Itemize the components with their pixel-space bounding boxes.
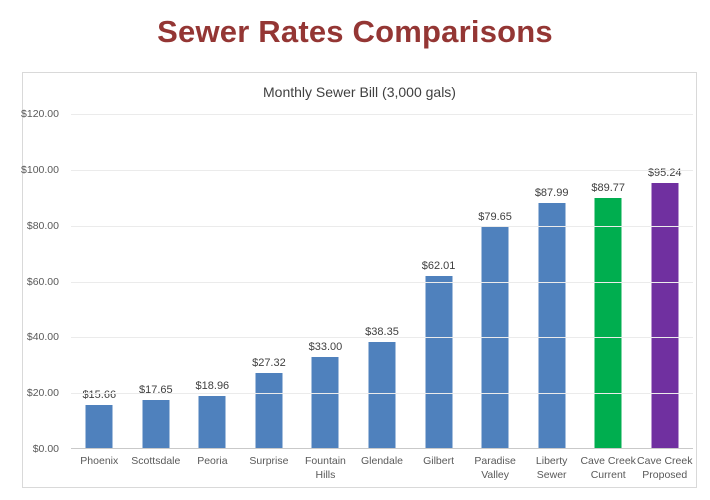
x-tick-label: Surprise — [249, 455, 289, 467]
value-label: $62.01 — [421, 259, 456, 272]
y-tick-label: $20.00 — [26, 387, 59, 400]
y-tick-label: $80.00 — [26, 219, 59, 232]
gridline — [71, 337, 693, 339]
bar-surprise — [255, 372, 283, 449]
bar-scottsdale — [142, 399, 170, 449]
x-tick-label: Gilbert — [423, 455, 455, 467]
x-tick-label: Fountain Hills — [305, 455, 346, 481]
y-tick-label: $60.00 — [26, 275, 59, 288]
chart-panel: Monthly Sewer Bill (3,000 gals) $0.00 $20… — [21, 72, 697, 488]
value-label: $17.65 — [138, 383, 173, 396]
bar-phoenix — [85, 405, 113, 449]
value-label: $79.65 — [478, 210, 512, 223]
bar-column: $38.35 — [354, 114, 411, 449]
y-tick-label: $100.00 — [21, 163, 59, 176]
x-tick-label: Cave Creek Proposed — [637, 455, 693, 481]
gridline — [71, 169, 693, 171]
value-label: $27.32 — [252, 356, 286, 369]
value-label: $38.35 — [365, 325, 399, 338]
y-tick-label: $120.00 — [21, 108, 59, 120]
bar-column: $33.00 — [297, 114, 354, 449]
x-tick-label: Glendale — [360, 455, 404, 467]
value-label: $15.66 — [82, 389, 117, 402]
plot-area: $15.66 $17.65 $18.96 $27.32 $33.00 $38.35 $62.… — [71, 114, 693, 449]
value-label: $33.00 — [308, 340, 343, 353]
bar-cave-creek-current — [594, 198, 622, 449]
bar-liberty-sewer — [538, 203, 566, 449]
y-axis: $0.00 $20.00 $40.00 $60.00 $80.00 $100.00 $120… — [21, 108, 65, 455]
value-label: $87.99 — [534, 187, 569, 200]
bar-column: $87.99 — [523, 114, 580, 449]
y-tick-label: $0.00 — [32, 443, 59, 455]
bar-column: $62.01 — [410, 114, 467, 449]
y-tick-label: $40.00 — [26, 331, 59, 344]
bar-fountain-hills — [311, 356, 339, 449]
x-tick-label: Peoria — [197, 455, 228, 467]
bar-glendale — [368, 341, 396, 449]
bar-column: $17.65 — [128, 114, 185, 449]
gridline — [71, 114, 693, 115]
x-tick-label: Liberty Sewer — [535, 455, 568, 481]
bar-column: $27.32 — [241, 114, 298, 449]
chart-title: Monthly Sewer Bill (3,000 gals) — [263, 84, 456, 100]
page-title: Sewer Rates Comparisons — [157, 14, 553, 49]
bar-peoria — [198, 396, 226, 449]
bar-column: $18.96 — [184, 114, 241, 449]
x-tick-label: Paradise Valley — [474, 455, 516, 481]
x-tick-label: Cave Creek Current — [580, 455, 636, 481]
bar-cave-creek-proposed — [651, 183, 679, 449]
gridline — [71, 281, 693, 283]
value-label: $89.77 — [591, 182, 626, 195]
x-axis: Phoenix Scottsdale Peoria Surprise Fountain … — [71, 455, 693, 482]
bar-column: $89.77 — [580, 114, 637, 449]
x-tick-label: Scottsdale — [131, 455, 181, 467]
value-label: $18.96 — [195, 380, 230, 393]
x-axis-line — [71, 448, 693, 449]
bar-column: $15.66 — [71, 114, 128, 449]
bar-series: $15.66 $17.65 $18.96 $27.32 $33.00 $38.35 $62.… — [71, 114, 693, 449]
gridline — [71, 393, 693, 395]
gridline — [71, 225, 693, 227]
x-tick-label: Phoenix — [80, 455, 119, 467]
bar-gilbert — [425, 275, 453, 449]
